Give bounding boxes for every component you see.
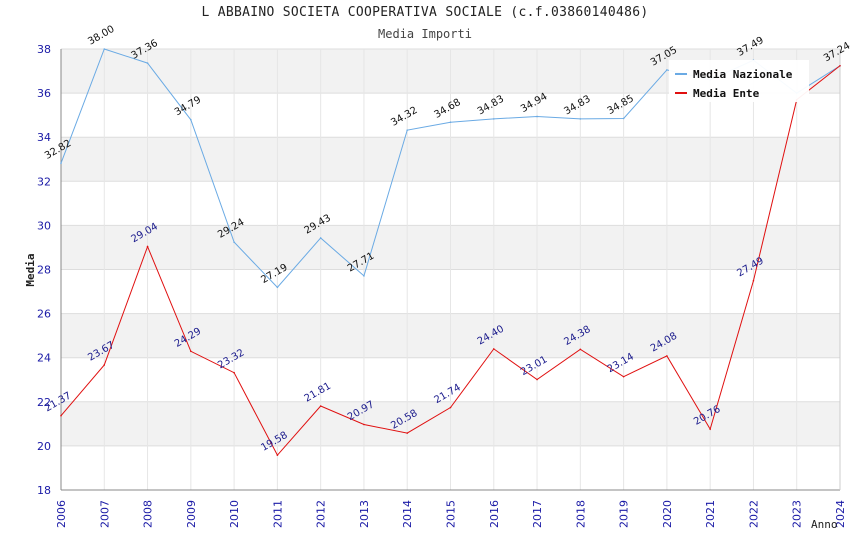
legend: Media Nazionale Media Ente [669,60,809,102]
data-point [492,348,495,350]
data-point [146,245,149,248]
data-point [752,279,755,282]
data-point [406,129,409,131]
y-tick-label: 18 [37,484,51,497]
x-tick-label: 2013 [358,500,371,528]
chart-subtitle: Media Importi [378,27,472,41]
x-tick-label: 2015 [445,500,458,528]
x-tick-label: 2012 [315,500,328,528]
x-tick-label: 2010 [228,500,241,528]
x-tick-label: 2009 [185,500,198,528]
y-tick-labels: 18 20 22 24 26 28 30 32 34 36 38 [37,43,51,497]
x-tick-labels: 2006 2007 2008 2009 2010 2011 2012 2013 2014 2015… [55,500,847,528]
data-point [666,355,668,357]
x-tick-label: 2020 [661,500,674,528]
axes [60,49,841,491]
y-tick-label: 26 [37,308,51,321]
data-point [579,118,582,120]
legend-entry: Media Ente [693,87,760,100]
data-point [622,117,625,120]
data-point [233,371,235,374]
data-point [579,348,582,351]
data-point [319,405,322,407]
x-tick-label: 2022 [747,500,760,528]
data-point [146,62,149,64]
data-point [839,64,841,67]
y-tick-label: 36 [37,87,51,100]
x-tick-label: 2006 [55,500,68,528]
data-point [449,406,452,409]
data-point [190,350,192,353]
y-tick-label: 24 [37,352,51,365]
x-tick-label: 2008 [142,500,155,528]
x-tick-label: 2019 [618,500,631,528]
data-point [536,378,538,381]
data-point [492,118,495,120]
legend-box [669,60,809,102]
y-tick-label: 32 [37,175,51,188]
data-point [363,275,365,277]
y-tick-label: 38 [37,43,51,56]
y-tick-label: 30 [37,219,51,232]
x-tick-label: 2011 [271,500,284,528]
x-axis-label: Anno [811,518,838,531]
data-point [666,69,668,71]
data-point [276,454,279,456]
x-tick-label: 2024 [834,500,847,528]
data-point [536,115,538,118]
data-point [103,364,106,366]
data-label: 38.00 [86,24,116,48]
data-point [406,432,409,434]
chart-title: L ABBAINO SOCIETA COOPERATIVA SOCIALE (c… [201,5,649,20]
x-tick-label: 2014 [401,500,414,528]
x-tick-label: 2017 [531,500,544,528]
data-point [622,375,625,378]
x-tick-label: 2018 [574,500,587,528]
y-axis-label: Media [24,253,37,286]
data-point [449,121,452,124]
y-tick-label: 34 [37,131,51,144]
data-point [319,237,322,239]
y-tick-label: 22 [37,396,51,409]
data-point [60,414,62,417]
data-point [190,118,192,121]
y-tick-label: 28 [37,264,51,277]
x-tick-label: 2007 [98,500,111,528]
data-point [276,286,279,289]
x-tick-label: 2021 [704,500,717,528]
data-point [60,162,62,165]
data-point [233,241,235,243]
data-point [363,423,365,426]
data-point [709,428,711,430]
legend-entry: Media Nazionale [693,68,793,81]
data-point [103,48,106,50]
x-tick-label: 2016 [488,500,501,528]
y-tick-label: 20 [37,440,51,453]
x-tick-label: 2023 [791,500,804,528]
